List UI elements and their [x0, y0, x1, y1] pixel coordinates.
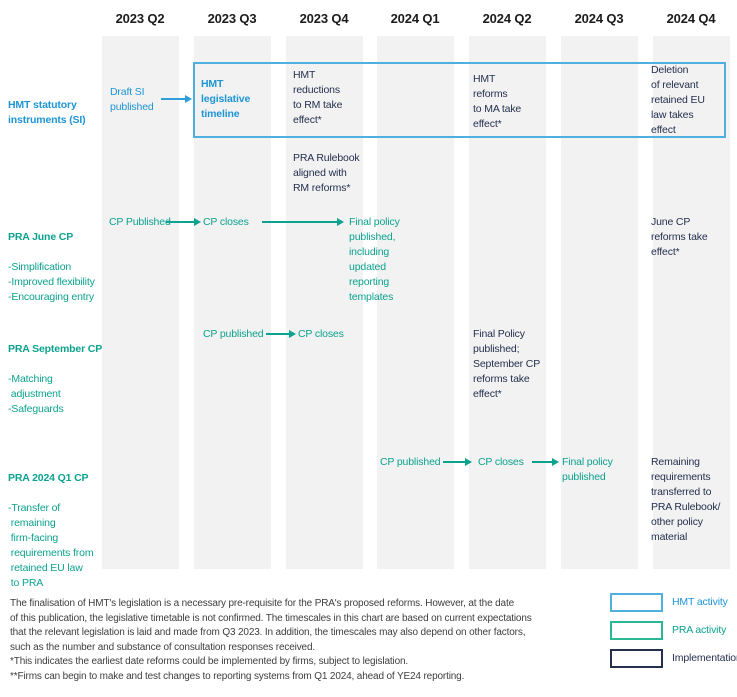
item-september-cp-published: CP published — [203, 328, 264, 340]
item-q1-cp-closes: CP closes — [478, 456, 524, 468]
footnote-line: that the relevant legislation is laid an… — [10, 627, 526, 638]
quarter-header-2023-q3: 2023 Q3 — [207, 11, 257, 26]
footnote-line: such as the number and substance of cons… — [10, 641, 315, 653]
quarter-header-2024-q4: 2024 Q4 — [666, 11, 716, 26]
item-ma-take-effect: HMT reforms to MA take effect* — [473, 73, 522, 130]
legend-swatch-implementation — [610, 649, 663, 668]
row-label-september-cp: PRA September CP -Matching adjustment -S… — [8, 327, 112, 432]
row-label-2024-q1-cp-title: PRA 2024 Q1 CP — [8, 472, 89, 484]
column-band-2024-q4 — [653, 36, 730, 569]
row-label-june-cp-title: PRA June CP — [8, 231, 74, 243]
item-draft-si-published: Draft SI published — [110, 86, 154, 113]
legend-label-hmt-activity: HMT activity — [672, 596, 728, 608]
row-label-september-cp-title: PRA September CP — [8, 343, 103, 355]
flow-arrow-icon — [443, 458, 472, 466]
flow-arrow-icon — [266, 330, 296, 338]
quarter-header-2023-q4: 2023 Q4 — [299, 11, 349, 26]
item-september-final-policy: Final Policy published; September CP ref… — [473, 328, 541, 400]
quarter-header-2024-q2: 2024 Q2 — [482, 11, 532, 26]
item-june-cp-closes: CP closes — [203, 216, 249, 228]
footnotes: The finalisation of HMT's legislation is… — [10, 597, 605, 684]
item-june-reforms-take-effect: June CP reforms take effect* — [651, 216, 708, 258]
row-label-june-cp: PRA June CP -Simplification -Improved fl… — [8, 215, 112, 320]
column-band-2024-q2 — [469, 36, 546, 569]
flow-arrow-icon — [166, 218, 201, 226]
item-pra-rulebook-aligned: PRA Rulebook aligned with RM reforms* — [293, 152, 360, 194]
column-band-2023-q2 — [102, 36, 179, 569]
column-band-2024-q3 — [561, 36, 638, 569]
item-june-final-policy: Final policy published, including update… — [349, 216, 400, 303]
item-q1-cp-published: CP published — [380, 456, 441, 468]
item-september-cp-closes: CP closes — [298, 328, 344, 340]
row-label-hmt: HMT statutory instruments (SI) — [8, 83, 112, 143]
row-label-2024-q1-cp-details: -Transfer of remaining firm-facing requi… — [8, 502, 94, 589]
column-band-2023-q3 — [194, 36, 271, 569]
item-hmt-legislative-timeline: HMT legislative timeline — [201, 78, 251, 120]
footnote-line: *This indicates the earliest date reform… — [10, 656, 409, 667]
flow-arrow-icon — [532, 458, 559, 466]
quarter-header-2024-q1: 2024 Q1 — [390, 11, 440, 26]
item-remaining-requirements: Remaining requirements transferred to PR… — [651, 456, 721, 543]
column-band-2023-q4 — [286, 36, 363, 569]
row-label-september-cp-details: -Matching adjustment -Safeguards — [8, 373, 64, 415]
item-eu-law-deletion: Deletion of relevant retained EU law tak… — [651, 64, 705, 136]
flow-arrow-icon — [262, 218, 344, 226]
row-label-hmt-title: HMT statutory instruments (SI) — [8, 99, 86, 126]
footnote-line: The finalisation of HMT's legislation is… — [10, 598, 514, 609]
legend-swatch-pra-activity — [610, 621, 663, 640]
footnote-line: **Firms can begin to make and test chang… — [10, 670, 465, 682]
row-label-june-cp-details: -Simplification -Improved flexibility -E… — [8, 261, 95, 303]
footnote-line: of this publication, the legislative tim… — [10, 612, 532, 624]
item-q1-final-policy: Final policy published — [562, 456, 613, 483]
row-label-2024-q1-cp: PRA 2024 Q1 CP -Transfer of remaining fi… — [8, 456, 112, 606]
legend-label-implementation: Implementation — [672, 652, 737, 664]
legend-swatch-hmt-activity — [610, 593, 663, 612]
item-june-cp-published: CP Published — [109, 216, 171, 228]
legend-label-pra-activity: PRA activity — [672, 624, 727, 636]
quarter-header-2023-q2: 2023 Q2 — [115, 11, 165, 26]
item-rm-take-effect: HMT reductions to RM take effect* — [293, 69, 343, 126]
flow-arrow-icon — [161, 95, 192, 103]
column-band-2024-q1 — [377, 36, 454, 569]
quarter-header-2024-q3: 2024 Q3 — [574, 11, 624, 26]
hmt-activity-box — [193, 62, 726, 138]
